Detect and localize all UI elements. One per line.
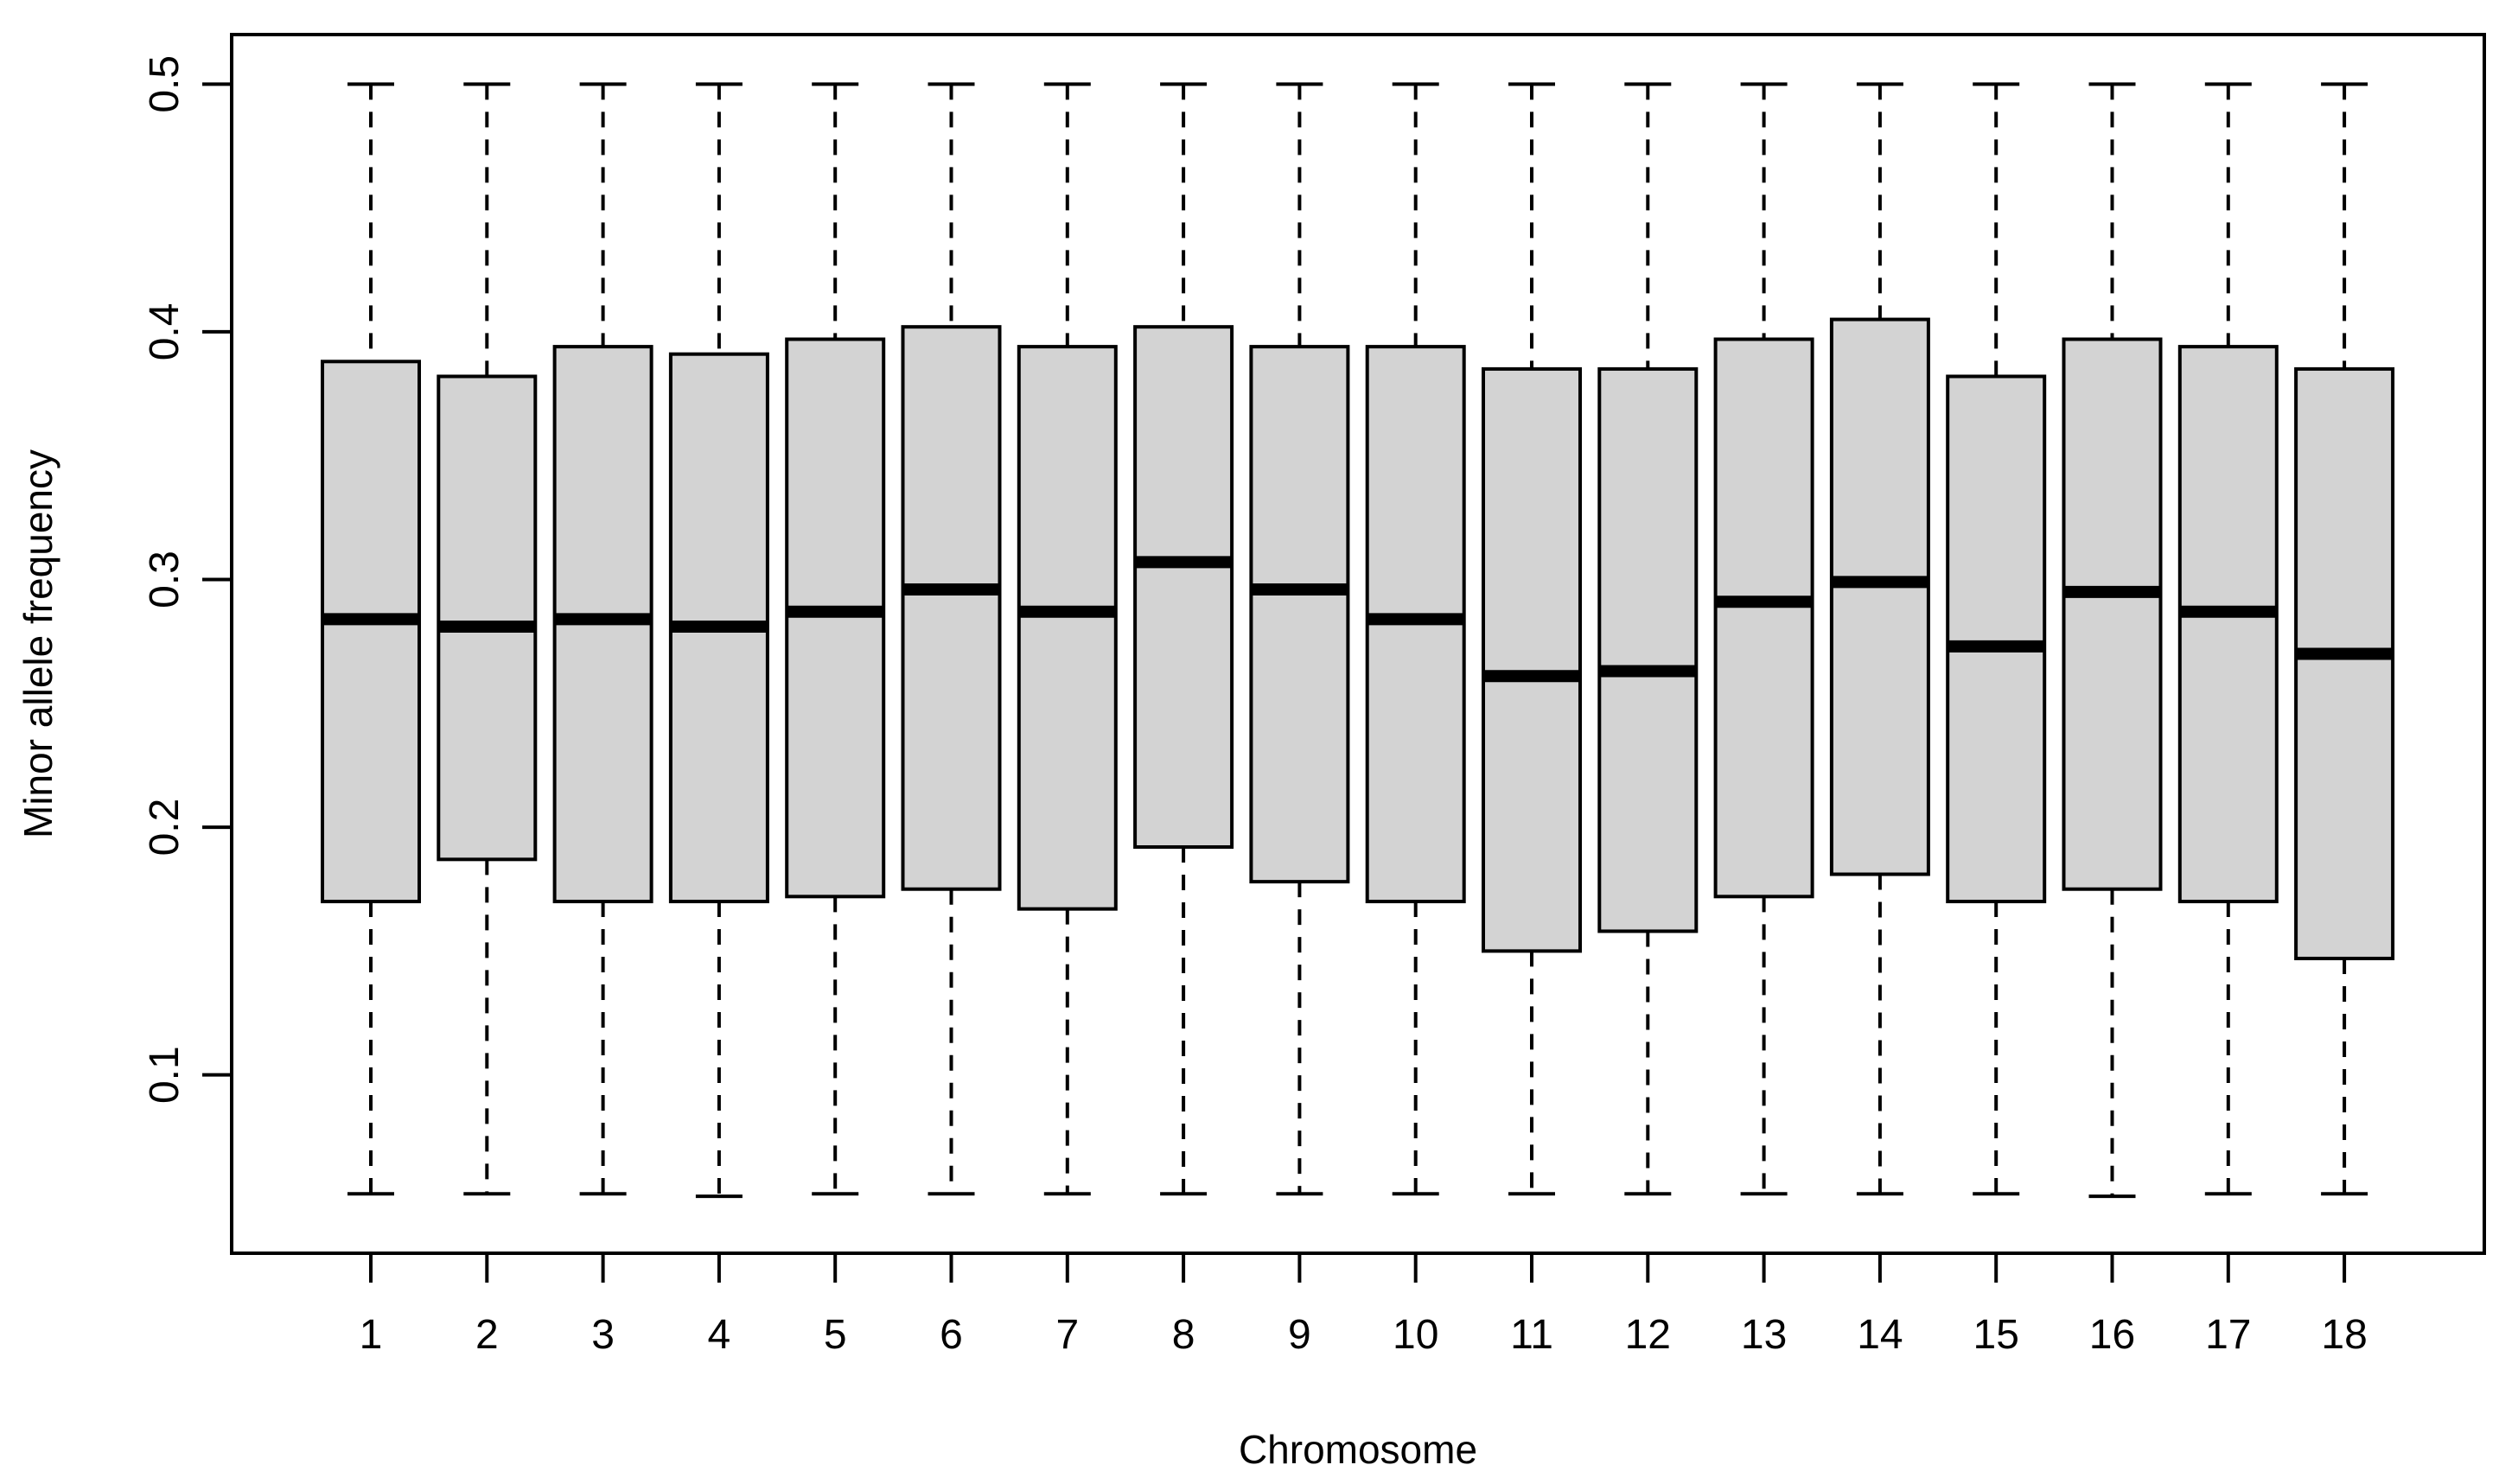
x-tick-label: 14 [1857, 1312, 1903, 1358]
x-tick-label: 15 [1973, 1312, 2019, 1358]
y-tick-label: 0.3 [142, 551, 188, 608]
x-tick-label: 11 [1510, 1312, 1553, 1358]
box-chromosome-1 [321, 82, 421, 1196]
iqr-box [321, 360, 421, 904]
box-chromosome-2 [437, 82, 538, 1196]
x-tick-label: 2 [475, 1312, 499, 1358]
x-tick-label: 8 [1172, 1312, 1195, 1358]
x-tick-label: 12 [1625, 1312, 1671, 1358]
iqr-box [1713, 337, 1814, 899]
y-axis-title: Minor allele frequency [16, 449, 61, 838]
y-tick-label: 0.2 [142, 799, 188, 857]
iqr-box [1249, 345, 1350, 884]
box-chromosome-4 [668, 82, 769, 1199]
x-tick-label: 1 [360, 1312, 383, 1358]
x-tick-label: 9 [1288, 1312, 1311, 1358]
box-chromosome-12 [1597, 82, 1699, 1196]
x-tick-label: 16 [2089, 1312, 2135, 1358]
iqr-box [437, 374, 538, 862]
box-chromosome-11 [1482, 82, 1582, 1196]
box-chromosome-6 [901, 82, 1002, 1196]
y-tick-label: 0.1 [142, 1046, 188, 1104]
x-tick-label: 6 [940, 1312, 963, 1358]
x-tick-label: 17 [2205, 1312, 2251, 1358]
box-chromosome-17 [2177, 82, 2279, 1196]
iqr-box [2177, 345, 2279, 904]
box-chromosome-16 [2062, 82, 2163, 1199]
box-chromosome-7 [1017, 82, 1118, 1196]
boxes-group [321, 82, 2395, 1199]
x-tick-label: 3 [591, 1312, 615, 1358]
iqr-box [2294, 366, 2395, 960]
x-tick-label: 18 [2321, 1312, 2367, 1358]
x-axis-title: Chromosome [1239, 1427, 1477, 1472]
box-chromosome-3 [552, 82, 653, 1196]
box-chromosome-9 [1249, 82, 1350, 1196]
y-axis: 0.1 0.2 0.3 0.4 0.5 [142, 55, 232, 1104]
box-chromosome-13 [1713, 82, 1814, 1196]
iqr-box [1946, 374, 2047, 904]
x-tick-label: 4 [708, 1312, 731, 1358]
iqr-box [785, 337, 886, 899]
iqr-box [1482, 366, 1582, 953]
box-chromosome-18 [2294, 82, 2395, 1196]
x-tick-label: 7 [1055, 1312, 1079, 1358]
y-tick-label: 0.4 [142, 303, 188, 361]
x-axis: 1 2 3 4 5 6 7 8 9 10 11 12 13 14 15 16 17 18 [360, 1253, 2368, 1358]
box-chromosome-5 [785, 82, 886, 1196]
x-tick-label: 5 [824, 1312, 847, 1358]
iqr-box [1133, 325, 1234, 850]
iqr-box [1017, 345, 1118, 911]
box-chromosome-10 [1365, 82, 1466, 1196]
iqr-box [1829, 317, 1930, 876]
plot-frame [230, 33, 2486, 1255]
box-chromosome-14 [1829, 82, 1930, 1196]
x-tick-label: 10 [1393, 1312, 1438, 1358]
y-tick-label: 0.5 [142, 55, 188, 113]
x-tick-label: 13 [1741, 1312, 1787, 1358]
iqr-box [901, 325, 1002, 891]
iqr-box [2062, 337, 2163, 891]
box-chromosome-8 [1133, 82, 1234, 1196]
box-chromosome-15 [1946, 82, 2047, 1196]
iqr-box [1597, 366, 1699, 933]
